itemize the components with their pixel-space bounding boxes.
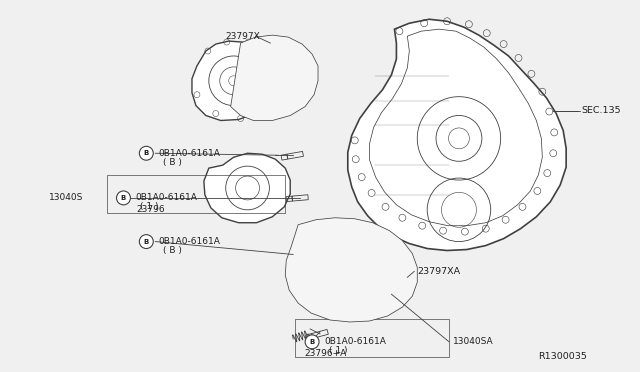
Circle shape [140,235,153,248]
Circle shape [305,335,319,349]
Text: B: B [121,195,126,201]
Polygon shape [204,153,290,223]
Text: 23797XA: 23797XA [417,267,460,276]
Bar [295,319,449,357]
Text: ( 1 ): ( 1 ) [329,346,348,355]
Text: 0B1A0-6161A: 0B1A0-6161A [158,149,220,158]
Text: 0B1A0-6161A: 0B1A0-6161A [324,337,386,346]
Polygon shape [290,226,394,314]
Text: 23796+A: 23796+A [304,349,346,358]
Text: R1300035: R1300035 [538,352,588,361]
Text: ( 1 ): ( 1 ) [140,202,159,211]
Polygon shape [348,19,566,250]
Text: B: B [309,339,315,345]
Polygon shape [230,35,318,121]
Text: ( B ): ( B ) [163,246,182,255]
Polygon shape [285,218,417,322]
Text: B: B [144,150,149,156]
Text: 0B1A0-6161A: 0B1A0-6161A [158,237,220,246]
Text: ( B ): ( B ) [163,158,182,167]
Bar [107,175,285,213]
Polygon shape [192,41,275,121]
Circle shape [116,191,131,205]
Text: 23797X: 23797X [226,32,260,41]
Text: 0B1A0-6161A: 0B1A0-6161A [136,193,197,202]
Text: B: B [144,238,149,244]
Text: 23796: 23796 [136,205,165,214]
Text: SEC.135: SEC.135 [581,106,621,115]
Text: 13040SA: 13040SA [453,337,493,346]
Circle shape [140,146,153,160]
Text: 13040S: 13040S [49,193,84,202]
